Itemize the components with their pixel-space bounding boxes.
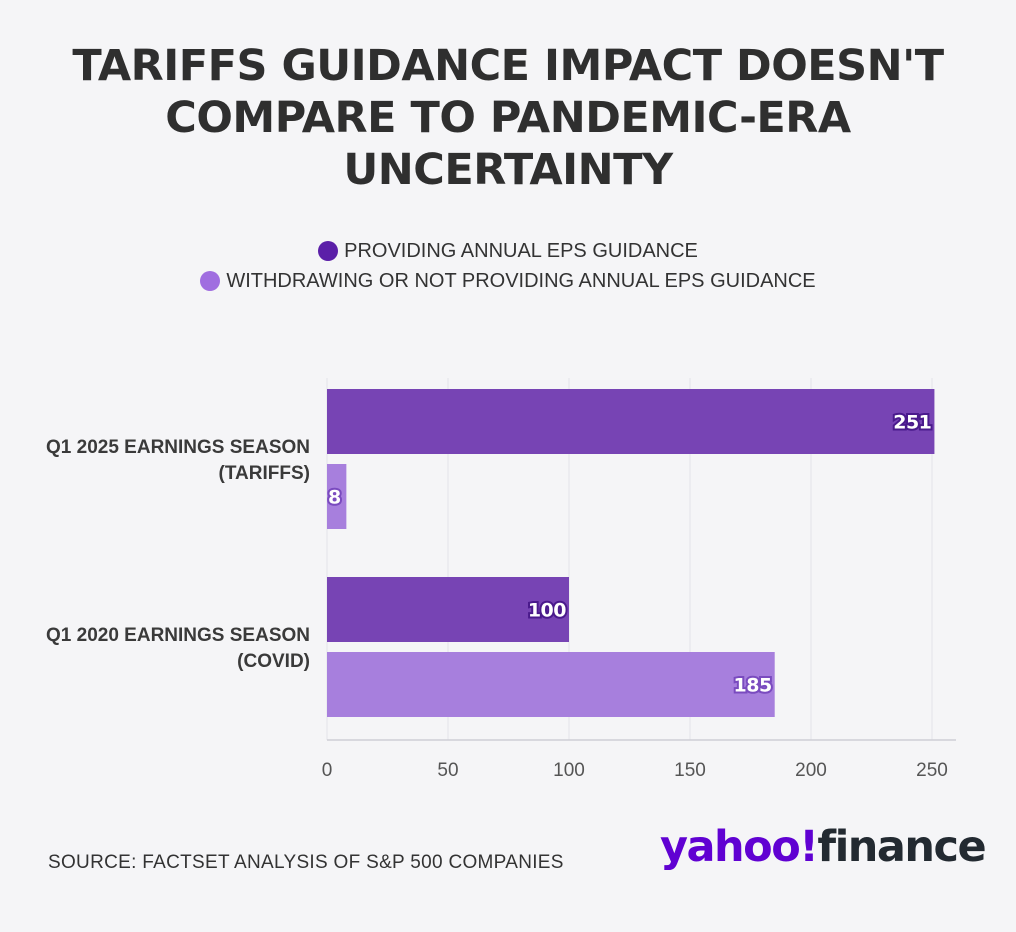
legend-dot-icon <box>318 241 339 261</box>
chart-title-line: COMPARE TO PANDEMIC-ERA <box>165 93 851 143</box>
x-tick-label: 150 <box>674 760 706 781</box>
data-label: 100 <box>528 600 566 622</box>
category-label: (TARIFFS) <box>219 463 310 484</box>
yahoo-finance-logo: yahoo!finance <box>660 822 987 872</box>
chart-title: TARIFFS GUIDANCE IMPACT DOESN'T COMPARE … <box>0 40 1016 196</box>
category-label: (COVID) <box>237 651 310 672</box>
legend-item-withdrawing: WITHDRAWING OR NOT PROVIDING ANNUAL EPS … <box>200 266 816 296</box>
logo-yahoo: yahoo! <box>660 822 819 872</box>
x-tick-label: 50 <box>437 760 458 781</box>
category-label: Q1 2025 EARNINGS SEASON <box>46 437 310 458</box>
legend-label: WITHDRAWING OR NOT PROVIDING ANNUAL EPS … <box>226 269 816 292</box>
x-tick-label: 0 <box>322 760 333 781</box>
x-tick-label: 200 <box>795 760 827 781</box>
legend-dot-icon <box>200 271 221 291</box>
source-note: SOURCE: FACTSET ANALYSIS OF S&P 500 COMP… <box>48 852 564 873</box>
bar <box>327 464 347 529</box>
data-label: 185 <box>734 675 772 697</box>
chart-title-line: UNCERTAINTY <box>343 145 673 195</box>
data-label: 8 <box>328 487 341 509</box>
legend-item-providing: PROVIDING ANNUAL EPS GUIDANCE <box>318 236 698 266</box>
legend: PROVIDING ANNUAL EPS GUIDANCE WITHDRAWIN… <box>0 236 1016 296</box>
legend-label: PROVIDING ANNUAL EPS GUIDANCE <box>344 239 698 262</box>
logo-finance: finance <box>817 822 986 872</box>
bar <box>327 577 569 642</box>
chart-title-line: TARIFFS GUIDANCE IMPACT DOESN'T <box>72 41 944 91</box>
data-label: 251 <box>893 412 931 434</box>
bar <box>327 652 775 717</box>
x-tick-label: 100 <box>553 760 585 781</box>
category-label: Q1 2020 EARNINGS SEASON <box>46 625 310 646</box>
x-tick-label: 250 <box>916 760 948 781</box>
bar <box>327 389 935 454</box>
